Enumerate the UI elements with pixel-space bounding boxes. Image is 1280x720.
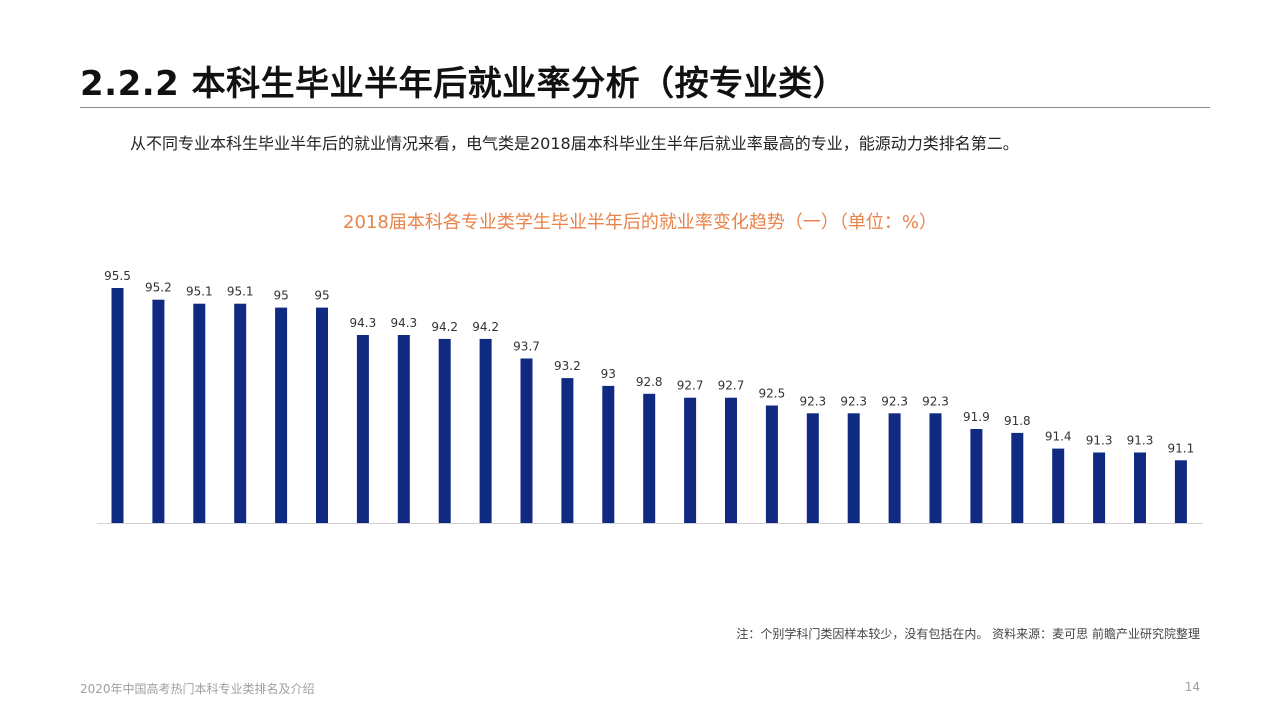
bar xyxy=(1052,448,1065,523)
page-title: 2.2.2 本科生毕业半年后就业率分析（按专业类） xyxy=(80,64,848,104)
data-label: 92.7 xyxy=(677,379,704,393)
bar xyxy=(602,385,615,523)
bar xyxy=(438,338,451,523)
data-label: 92.5 xyxy=(759,387,786,401)
footer-report-title: 2020年中国高考热门本科专业类排名及介绍 xyxy=(80,682,315,696)
data-label: 94.2 xyxy=(431,320,458,334)
bar xyxy=(847,413,860,523)
data-label: 91.8 xyxy=(1004,414,1031,428)
bar xyxy=(765,405,778,523)
bar xyxy=(643,393,656,523)
data-label: 95 xyxy=(314,289,329,303)
data-label: 92.3 xyxy=(840,394,867,408)
bar xyxy=(397,335,410,523)
data-label: 95.2 xyxy=(145,281,172,295)
data-label: 93.7 xyxy=(513,340,540,354)
bar xyxy=(234,303,247,523)
bar xyxy=(111,288,124,523)
source-footnote: 注：个别学科门类因样本较少，没有包括在内。 资料来源：麦可思 前瞻产业研究院整理 xyxy=(736,627,1200,641)
data-label: 95.1 xyxy=(186,285,213,299)
data-label: 94.3 xyxy=(350,316,377,330)
bar xyxy=(888,413,901,523)
data-label: 91.4 xyxy=(1045,430,1072,444)
bar xyxy=(479,338,492,523)
chart-title: 2018届本科各专业类学生毕业半年后的就业率变化趋势（一）（单位：%） xyxy=(343,212,937,233)
bar xyxy=(193,303,206,523)
bar xyxy=(275,307,288,523)
bar xyxy=(561,378,574,523)
bar xyxy=(929,413,942,523)
data-label: 95.5 xyxy=(104,269,131,283)
title-divider xyxy=(80,107,1210,108)
data-label: 93 xyxy=(601,367,616,381)
bar xyxy=(1174,460,1187,523)
data-label: 94.2 xyxy=(472,320,499,334)
data-label: 91.3 xyxy=(1086,434,1113,448)
data-label: 92.8 xyxy=(636,375,663,389)
data-label: 91.1 xyxy=(1168,441,1195,455)
data-label: 94.3 xyxy=(390,316,417,330)
bar xyxy=(684,397,697,523)
data-label: 93.2 xyxy=(554,359,581,373)
bar xyxy=(1134,452,1146,523)
data-label: 92.3 xyxy=(922,394,949,408)
bar xyxy=(970,429,983,523)
bar xyxy=(725,397,737,523)
data-label: 92.3 xyxy=(881,394,908,408)
data-label: 95 xyxy=(273,289,288,303)
data-label: 92.7 xyxy=(718,379,745,393)
summary-text: 从不同专业本科生毕业半年后的就业情况来看，电气类是2018届本科毕业生半年后就业… xyxy=(130,134,1019,153)
bar xyxy=(806,413,819,523)
data-label: 91.3 xyxy=(1127,434,1154,448)
bar xyxy=(1093,452,1106,523)
data-label: 95.1 xyxy=(227,285,254,299)
bar xyxy=(152,299,165,523)
bar xyxy=(520,358,533,523)
bar xyxy=(1011,432,1024,523)
data-label: 92.3 xyxy=(799,394,826,408)
data-label: 91.9 xyxy=(963,410,990,424)
page-number: 14 xyxy=(1184,680,1200,694)
bar xyxy=(316,307,328,523)
bar xyxy=(356,335,369,523)
